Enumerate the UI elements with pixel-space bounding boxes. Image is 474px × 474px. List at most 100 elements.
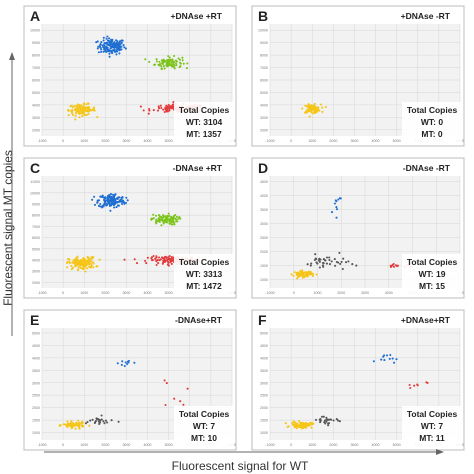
- droplet-point: [79, 266, 82, 270]
- droplet-point: [123, 364, 126, 368]
- droplet-point: [380, 358, 383, 361]
- y-tick-label: 4500: [260, 344, 268, 348]
- droplet-point: [100, 206, 104, 209]
- droplet-point: [113, 206, 116, 209]
- droplet-point: [91, 257, 94, 260]
- droplet-point: [158, 220, 161, 224]
- x-tick-label: 3000: [122, 139, 130, 143]
- droplet-point: [124, 47, 127, 50]
- droplet-point: [88, 424, 91, 427]
- droplet-point: [323, 419, 327, 422]
- x-tick-label: -1000: [37, 291, 46, 295]
- droplet-point: [311, 104, 314, 107]
- x-tick-label: 0: [290, 443, 292, 447]
- x-tick-label: 5000: [393, 139, 401, 143]
- x-tick-label: 3000: [350, 443, 358, 447]
- droplet-point: [304, 423, 307, 426]
- droplet-point: [101, 195, 104, 199]
- droplet-point: [84, 422, 88, 425]
- panel-label: C: [30, 160, 40, 176]
- droplet-point: [84, 263, 87, 266]
- droplet-point: [389, 353, 392, 357]
- droplet-point: [162, 222, 165, 225]
- droplet-point: [168, 59, 171, 62]
- cluster-negative: [65, 255, 101, 273]
- droplet-point: [113, 46, 116, 49]
- y-tick-label: 4500: [32, 344, 40, 348]
- droplet-point: [284, 422, 287, 425]
- droplet-point: [389, 264, 392, 267]
- droplet-point: [293, 426, 296, 429]
- droplet-point: [82, 257, 85, 260]
- droplet-point: [93, 195, 96, 198]
- y-tick-label: 2000: [32, 406, 40, 410]
- droplet-point: [163, 379, 166, 382]
- droplet-point: [177, 217, 180, 220]
- droplet-point: [66, 424, 69, 427]
- droplet-point: [167, 212, 170, 215]
- droplet-point: [71, 425, 74, 428]
- droplet-point: [165, 256, 168, 259]
- scatter-panel-a: 1000090008000700060005000400030002000-10…: [23, 5, 237, 147]
- droplet-point: [169, 105, 172, 108]
- droplet-point: [92, 266, 95, 269]
- y-tick-label: 9000: [32, 203, 40, 207]
- x-tick-label: -1000: [265, 443, 274, 447]
- x-tick-label: 3000: [361, 291, 369, 295]
- droplet-point: [154, 257, 157, 260]
- cluster-negative: [66, 102, 99, 121]
- droplet-point: [160, 106, 163, 110]
- droplet-point: [425, 381, 428, 384]
- condition-label: -DNAse -RT: [403, 163, 451, 173]
- droplet-point: [133, 361, 136, 364]
- x-tick-label: 0: [293, 291, 295, 295]
- droplet-point: [107, 196, 110, 199]
- droplet-point: [318, 266, 321, 269]
- droplet-point: [299, 423, 302, 426]
- droplet-point: [76, 260, 79, 264]
- droplet-point: [307, 103, 310, 106]
- droplet-point: [157, 262, 160, 265]
- droplet-point: [294, 424, 297, 427]
- droplet-point: [171, 104, 174, 107]
- droplet-point: [298, 420, 301, 423]
- droplet-point: [105, 37, 108, 40]
- droplet-point: [329, 418, 332, 421]
- droplet-point: [102, 205, 105, 208]
- droplet-point: [167, 55, 170, 58]
- droplet-point: [120, 41, 123, 44]
- droplet-point: [120, 200, 123, 203]
- droplet-point: [323, 259, 326, 262]
- wt-copies-label: WT: 3313: [186, 269, 223, 279]
- droplet-point: [168, 255, 171, 258]
- y-tick-label: 3000: [260, 381, 268, 385]
- droplet-point: [295, 427, 298, 430]
- droplet-point: [162, 59, 165, 62]
- droplet-point: [169, 258, 172, 261]
- droplet-point: [160, 68, 163, 71]
- droplet-point: [301, 273, 304, 276]
- droplet-point: [102, 420, 105, 423]
- scatter-panel-d: 4500 4000 3500 3000 2500 2000 1500 1000 -1000 0 10…: [251, 157, 465, 299]
- droplet-point: [153, 63, 157, 66]
- droplet-point: [81, 422, 84, 425]
- droplet-point: [173, 64, 176, 68]
- droplet-point: [318, 418, 321, 421]
- x-tick-label: 2000: [101, 139, 109, 143]
- droplet-point: [413, 384, 416, 387]
- x-tick-label: 4000: [144, 139, 152, 143]
- droplet-point: [78, 104, 81, 107]
- figure-x-axis-label: Fluorescent signal for WT: [172, 459, 309, 473]
- droplet-point: [110, 200, 113, 204]
- droplet-point: [162, 65, 165, 68]
- droplet-point: [101, 44, 104, 47]
- droplet-point: [65, 261, 69, 265]
- droplet-point: [103, 46, 106, 49]
- droplet-point: [335, 418, 338, 421]
- droplet-point: [146, 256, 149, 259]
- droplet-point: [68, 261, 71, 264]
- droplet-point: [317, 109, 320, 112]
- droplet-point: [87, 257, 90, 260]
- y-tick-label: 6000: [260, 79, 268, 83]
- droplet-point: [334, 199, 337, 202]
